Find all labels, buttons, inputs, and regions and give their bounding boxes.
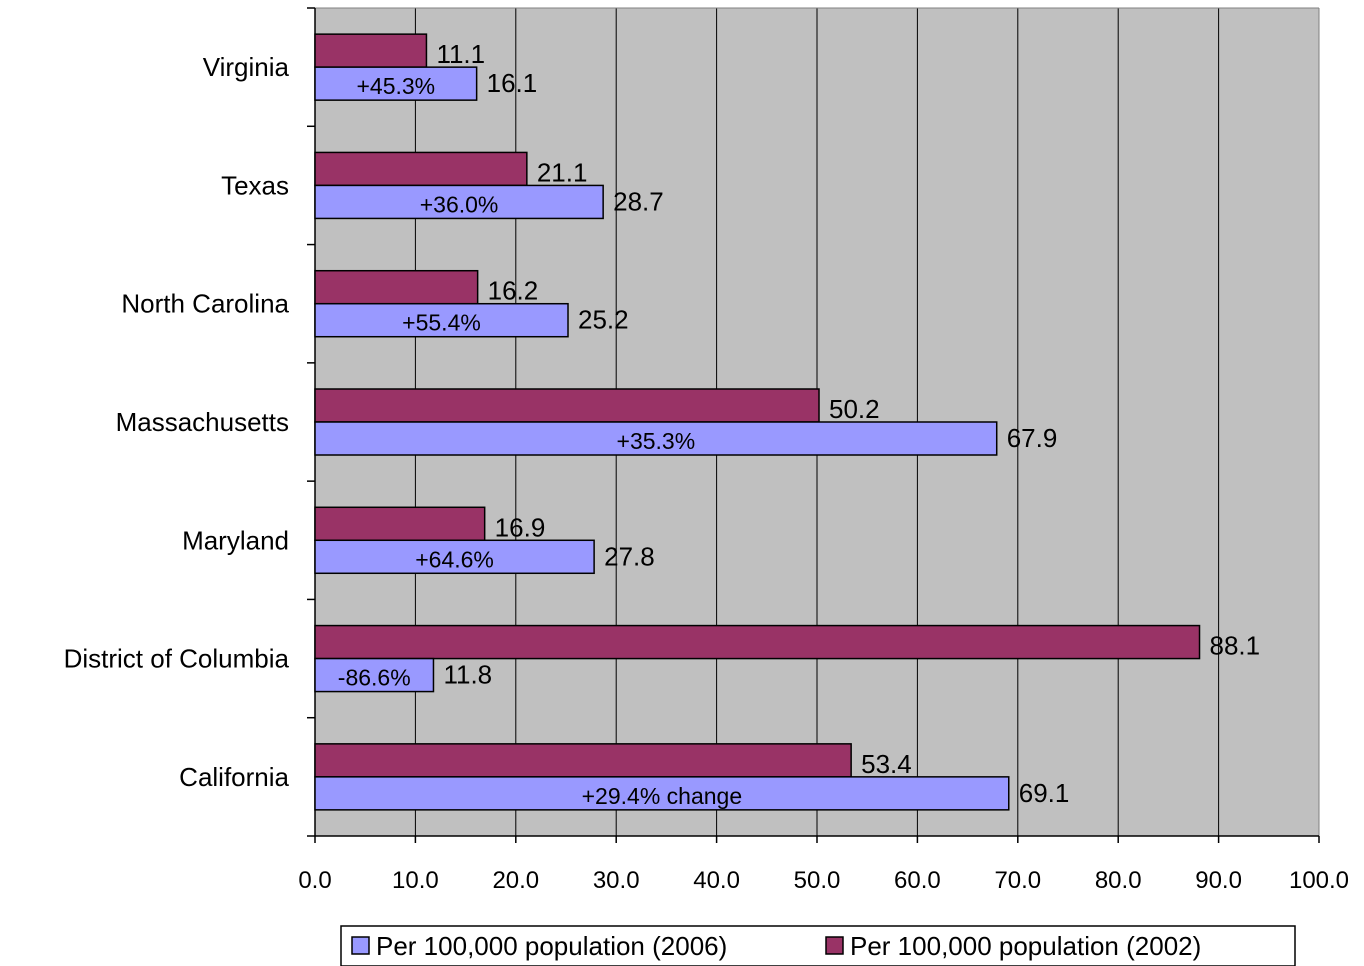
x-tick-label: 80.0 xyxy=(1095,867,1142,894)
data-label-2006: 11.8 xyxy=(443,660,492,690)
x-tick-label: 60.0 xyxy=(894,867,941,894)
change-label: -86.6% xyxy=(338,665,411,691)
x-tick-label: 30.0 xyxy=(593,867,640,894)
data-label-2006: 67.9 xyxy=(1007,423,1058,453)
data-label-2002: 16.2 xyxy=(488,276,539,306)
bar-2002 xyxy=(315,626,1200,659)
data-label-2002: 11.1 xyxy=(436,39,485,69)
change-label: +29.4% change xyxy=(582,783,743,809)
bar-2002 xyxy=(315,389,819,422)
data-label-2002: 16.9 xyxy=(495,512,546,542)
x-tick-label: 20.0 xyxy=(492,867,539,894)
legend-swatch xyxy=(826,937,843,954)
bar-2002 xyxy=(315,507,485,540)
change-label: +45.3% xyxy=(356,73,435,99)
bar-2002 xyxy=(315,34,426,67)
x-tick-label: 40.0 xyxy=(693,867,740,894)
category-label: District of Columbia xyxy=(64,644,290,674)
change-label: +64.6% xyxy=(415,546,494,572)
category-label: Texas xyxy=(221,170,289,200)
data-label-2006: 16.1 xyxy=(487,68,538,98)
legend-swatch xyxy=(352,937,369,954)
data-label-2002: 53.4 xyxy=(861,749,912,779)
data-label-2006: 28.7 xyxy=(613,186,664,216)
x-tick-label: 90.0 xyxy=(1195,867,1242,894)
x-tick-label: 100.0 xyxy=(1289,867,1349,894)
bar-2002 xyxy=(315,271,478,304)
x-tick-label: 50.0 xyxy=(794,867,841,894)
x-tick-label: 70.0 xyxy=(994,867,1041,894)
change-label: +36.0% xyxy=(420,191,499,217)
data-label-2006: 69.1 xyxy=(1019,778,1070,808)
change-label: +35.3% xyxy=(617,428,696,454)
bar-2002 xyxy=(315,152,527,185)
legend-label: Per 100,000 population (2002) xyxy=(850,931,1201,961)
data-label-2002: 21.1 xyxy=(537,157,588,187)
data-label-2002: 50.2 xyxy=(829,394,880,424)
category-label: North Carolina xyxy=(121,289,289,319)
category-label: Virginia xyxy=(203,52,290,82)
category-label: California xyxy=(179,762,289,792)
category-label: Maryland xyxy=(182,525,289,555)
data-label-2002: 88.1 xyxy=(1210,631,1261,661)
x-tick-label: 10.0 xyxy=(392,867,439,894)
category-label: Massachusetts xyxy=(116,407,289,437)
change-label: +55.4% xyxy=(402,310,481,336)
legend-label: Per 100,000 population (2006) xyxy=(376,931,727,961)
data-label-2006: 25.2 xyxy=(578,305,629,335)
bar-2002 xyxy=(315,744,851,777)
x-tick-label: 0.0 xyxy=(298,867,331,894)
data-label-2006: 27.8 xyxy=(604,541,655,571)
